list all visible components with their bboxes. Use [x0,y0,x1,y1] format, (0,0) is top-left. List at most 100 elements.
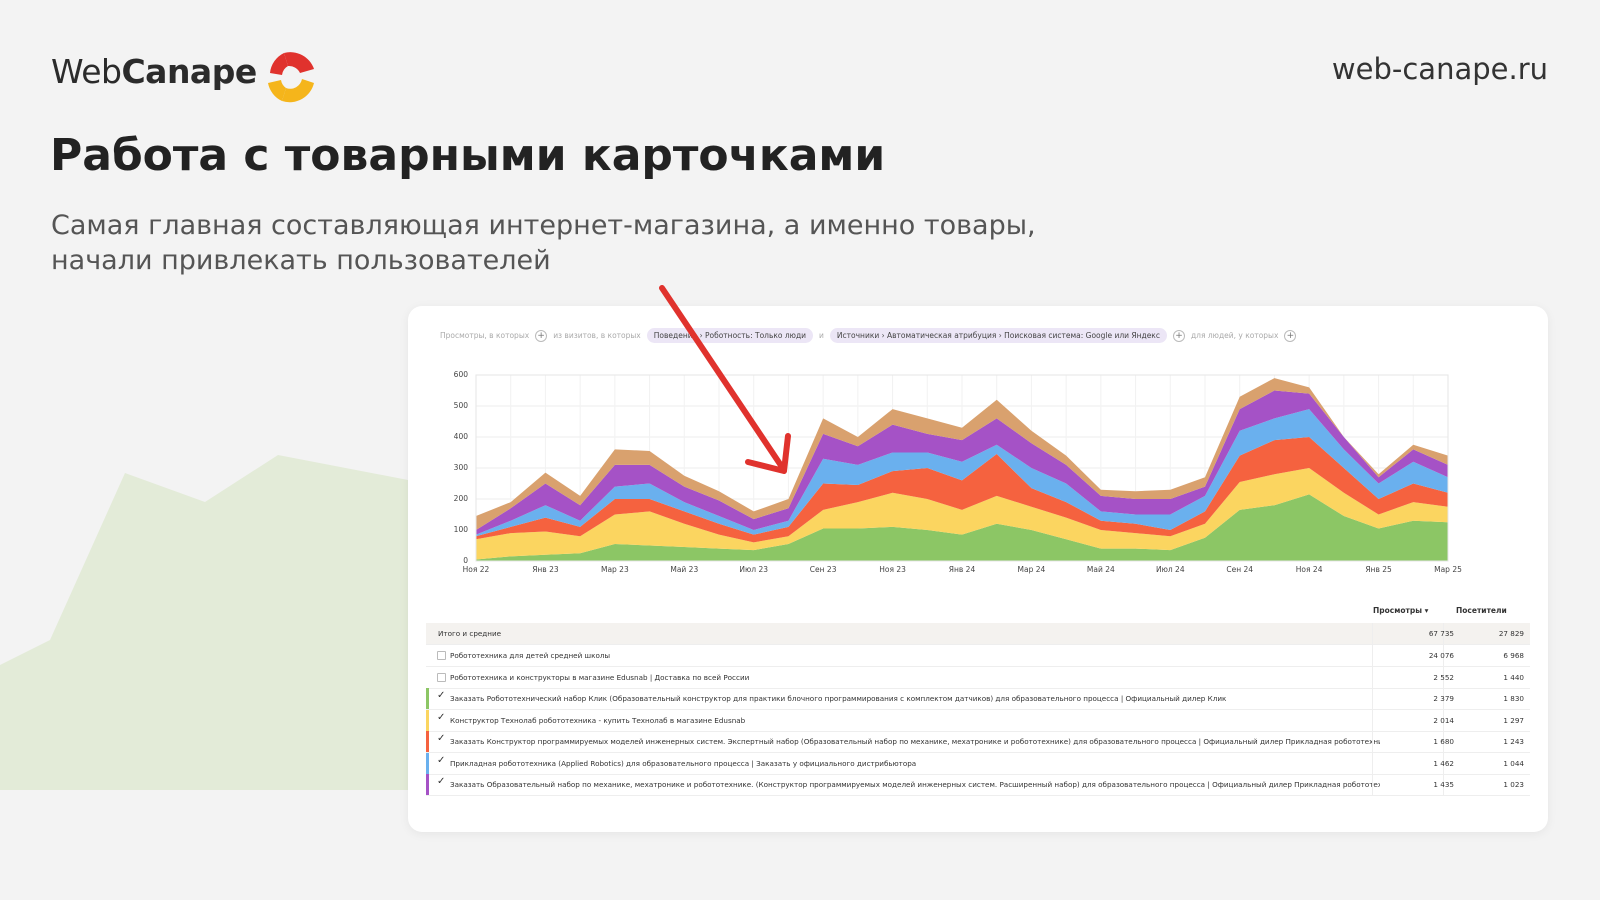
column-separator [1443,774,1444,795]
table-row[interactable]: ✓ Заказать Робототехнический набор Клик (… [426,688,1530,710]
y-tick-label: 200 [454,494,469,503]
views-value: 2 014 [1433,715,1454,725]
subtitle-line: начали привлекать пользователей [51,245,551,276]
add-filter[interactable]: + [1172,329,1185,342]
visitors-value: 1 830 [1503,694,1524,703]
series-color-bar [426,709,429,731]
x-tick-label: Июл 23 [739,565,768,574]
y-tick-label: 0 [463,556,468,565]
views-value: 1 435 [1433,780,1454,789]
x-tick-label: Мар 24 [1018,565,1046,574]
logo-bold: Canape [121,52,257,91]
column-separator [1372,666,1373,688]
column-label: Просмотры [1373,606,1423,615]
filter-chip[interactable]: Источники › Автоматическая атрибуция › П… [829,328,1167,343]
filter-text: для людей, у которых [1190,331,1279,340]
row-label: Робототехника для детей средней школы [450,651,611,660]
y-tick-label: 600 [454,370,469,379]
series-color-bar [426,752,429,774]
area [476,468,1448,560]
column-separator [1443,709,1444,731]
logo-icon [268,52,314,103]
area [476,437,1448,543]
checkbox[interactable] [437,672,446,682]
checkbox-checked[interactable]: ✓ [437,754,446,766]
column-separator [1372,709,1373,731]
report-card: Просмотры, в которых + из визитов, в кот… [408,306,1548,832]
column-separator [1372,731,1373,752]
chart: 0 100 200 300 400 500 600 Ноя 22 Янв 23 Мар 23 Май… [454,370,1462,574]
row-label: Итого и средние [438,629,502,638]
table-row[interactable]: Робототехника для детей средней школы 24 … [426,645,1530,667]
x-tick-label: Май 24 [1087,565,1115,574]
column-separator [1372,623,1373,644]
visitors-value: 1 023 [1503,780,1524,789]
views-value: 1 680 [1433,737,1454,746]
visitors-value: 6 968 [1503,651,1524,660]
table: Итого и средние 67 735 27 829 Робототехника… [408,623,1548,823]
area [476,494,1448,561]
checkbox-checked[interactable]: ✓ [437,711,446,723]
background-hill [0,455,408,790]
y-tick-label: 500 [454,401,469,410]
table-row[interactable]: ✓ Заказать Конструктор программируемых мо… [426,731,1530,753]
x-tick-label: Мар 23 [601,565,629,574]
column-separator [1372,752,1373,774]
x-tick-label: Май 23 [670,565,698,574]
row-label: Робототехника и конструкторы в магазине … [450,672,750,682]
subtitle-line: Самая главная составляющая интернет-мага… [51,210,1036,241]
series-color-bar [426,688,429,709]
views-value: 67 735 [1428,629,1454,638]
x-tick-label: Янв 24 [949,565,976,574]
row-label: Конструктор Технолаб робототехника - куп… [450,715,746,725]
x-tick-label: Сен 23 [810,565,837,574]
x-tick-label: Ноя 24 [1296,565,1323,574]
series-color-bar [426,731,429,752]
site-url: web-canape.ru [1331,52,1548,86]
add-filter[interactable]: + [1284,329,1297,342]
checkbox-checked[interactable]: ✓ [437,776,446,787]
y-tick-label: 300 [454,463,469,472]
y-tick-label: 400 [454,432,469,441]
area [476,378,1448,530]
x-tick-label: Мар 25 [1434,565,1462,574]
checkbox[interactable] [437,651,446,660]
column-separator [1443,752,1444,774]
visitors-value: 1 440 [1503,672,1524,682]
column-separator [1443,623,1444,644]
total-row: Итого и средние 67 735 27 829 [426,623,1530,645]
table-row[interactable]: ✓ Заказать Образовательный набор по механ… [426,774,1530,796]
filter-text: Просмотры, в которых [440,331,530,340]
checkbox-checked[interactable]: ✓ [437,690,446,701]
plot-frame [475,374,1449,562]
x-tick-label: Янв 25 [1365,565,1392,574]
table-row[interactable]: ✓ Конструктор Технолаб робототехника - ку… [426,709,1530,732]
filter-text: из визитов, в которых [553,331,641,340]
column-header[interactable]: Просмотры ▾ [1373,606,1429,615]
filter-text: и [819,331,824,340]
logo: WebCanape [51,52,257,91]
area [476,409,1448,537]
visitors-value: 1 044 [1503,758,1524,768]
column-separator [1372,688,1373,709]
column-label: Посетители [1456,606,1507,615]
views-value: 24 076 [1428,651,1454,660]
column-header[interactable]: Посетители [1456,606,1507,615]
add-filter[interactable]: + [535,329,548,342]
visitors-value: 27 829 [1498,629,1524,638]
views-value: 2 379 [1433,694,1454,703]
row-label: Заказать Конструктор программируемых мод… [450,737,1380,746]
table-row[interactable]: Робототехника и конструкторы в магазине … [426,666,1530,689]
x-tick-label: Сен 24 [1226,565,1253,574]
x-tick-label: Ноя 22 [463,565,490,574]
table-row[interactable]: ✓ Прикладная робототехника (Applied Robot… [426,752,1530,775]
checkbox-checked[interactable]: ✓ [437,733,446,744]
column-separator [1372,645,1373,666]
column-separator [1443,645,1444,666]
logo-light: Web [51,52,122,91]
views-value: 2 552 [1433,672,1454,682]
x-tick-label: Ноя 23 [879,565,906,574]
y-tick-label: 100 [454,525,469,534]
visitors-value: 1 243 [1503,737,1524,746]
